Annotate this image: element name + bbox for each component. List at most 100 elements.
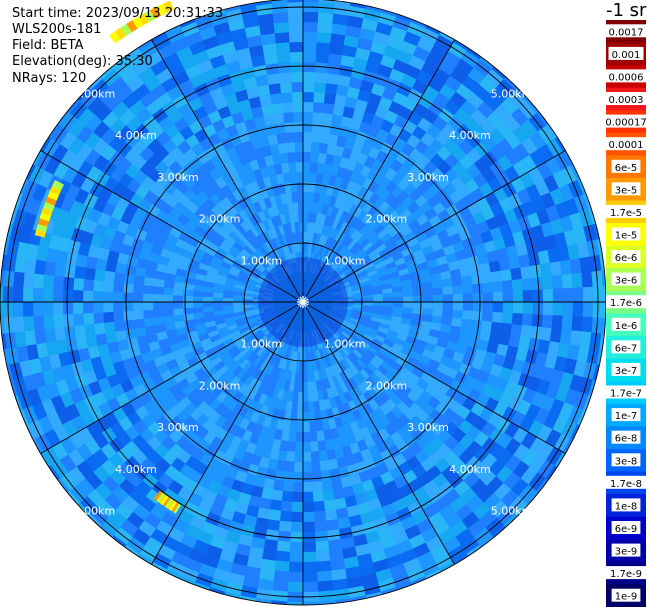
- beta-cell: [326, 111, 549, 285]
- beta-cell: [53, 315, 277, 442]
- beta-cell: [328, 171, 512, 288]
- beta-cell: [532, 289, 543, 303]
- beta-cell: [486, 341, 600, 381]
- beta-cell: [316, 328, 433, 534]
- beta-cell: [166, 343, 278, 519]
- beta-cell: [14, 321, 116, 348]
- beta-cell: [288, 561, 303, 572]
- beta-cell: [329, 315, 573, 454]
- beta-cell: [290, 531, 303, 542]
- beta-cell: [132, 340, 274, 521]
- beta-cell: [136, 257, 265, 294]
- beta-cell: [304, 0, 336, 273]
- beta-cell: [307, 381, 331, 562]
- beta-cell: [380, 82, 413, 133]
- azimuth-spoke: [302, 39, 455, 303]
- beta-cell: [319, 326, 450, 512]
- beta-cell: [517, 373, 541, 393]
- beta-cell: [324, 356, 427, 586]
- beta-cell: [429, 436, 518, 528]
- beta-cell: [273, 22, 291, 64]
- beta-cell: [561, 270, 603, 289]
- beta-cell: [1, 332, 7, 350]
- beta-cell: [157, 336, 285, 561]
- beta-cell: [336, 322, 494, 423]
- range-ring-label: 4.00km: [115, 463, 157, 476]
- beta-cell: [32, 338, 234, 454]
- beta-cell: [319, 337, 440, 577]
- colorbar-label-bg: [611, 272, 641, 286]
- beta-cell: [350, 8, 382, 81]
- beta-cell: [498, 391, 568, 435]
- beta-cell: [3, 285, 74, 302]
- beta-cell: [109, 76, 260, 250]
- beta-cell: [364, 64, 394, 116]
- beta-cell: [536, 208, 551, 226]
- beta-cell: [150, 83, 276, 262]
- beta-cell: [76, 125, 280, 285]
- range-ring-label: 3.00km: [407, 171, 449, 184]
- beta-cell: [0, 269, 264, 300]
- beta-cell: [102, 68, 147, 117]
- beta-cell: [227, 388, 285, 586]
- beta-cell: [199, 26, 294, 274]
- beta-cell: [323, 33, 346, 105]
- beta-cell: [206, 45, 224, 60]
- colorbar-label: 1e-7: [615, 411, 638, 422]
- beta-cell: [63, 301, 273, 315]
- beta-cell: [449, 91, 467, 108]
- beta-cell: [362, 117, 433, 214]
- colorbar-label: 0.00017: [606, 118, 647, 129]
- beta-cell: [286, 361, 303, 602]
- beta-cell: [126, 326, 287, 554]
- beta-cell: [525, 403, 580, 441]
- beta-cell: [68, 137, 85, 155]
- beta-cell: [36, 245, 49, 262]
- beta-cell: [338, 188, 532, 286]
- beta-cell: [316, 114, 409, 277]
- beta-cell: [41, 337, 212, 416]
- beta-cell: [302, 361, 319, 592]
- beta-cell: [168, 207, 271, 281]
- beta-cell: [66, 251, 264, 296]
- beta-cell: [481, 437, 546, 492]
- beta-cell: [88, 76, 277, 274]
- colorbar-label: 1.7e-7: [610, 389, 642, 400]
- beta-cell: [312, 360, 351, 530]
- beta-cell: [512, 302, 606, 319]
- beta-cell: [332, 242, 529, 296]
- beta-cell: [216, 367, 282, 531]
- beta-cell: [325, 345, 443, 552]
- beta-cell: [60, 149, 278, 287]
- beta-cell: [86, 401, 136, 439]
- beta-cell: [172, 93, 204, 135]
- beta-cell: [137, 494, 188, 565]
- beta-cell: [489, 443, 514, 466]
- colorbar-label: 3e-9: [615, 547, 638, 558]
- beta-cell: [458, 119, 538, 185]
- beta-cell: [328, 68, 505, 273]
- beta-cell: [473, 431, 490, 448]
- beta-cell: [194, 13, 285, 246]
- colorbar-label: 0.0006: [609, 72, 644, 83]
- colorbar-label-bg: [611, 453, 641, 467]
- beta-cell: [279, 72, 302, 273]
- beta-cell: [356, 326, 486, 394]
- beta-cell: [109, 117, 127, 135]
- beta-cell: [240, 2, 266, 68]
- beta-cell: [310, 330, 384, 554]
- beta-cell: [443, 421, 529, 497]
- azimuth-spoke: [151, 301, 304, 565]
- beta-cell: [359, 340, 547, 473]
- colorbar-label: 0.001: [612, 50, 641, 61]
- colorbar-label: 3e-8: [615, 456, 638, 467]
- beta-cell: [485, 192, 556, 231]
- beta-cell: [491, 66, 507, 80]
- beta-cell: [481, 165, 578, 221]
- beta-cell: [229, 133, 289, 266]
- beta-cell: [33, 273, 105, 292]
- beta-cell: [166, 337, 287, 577]
- beta-cell: [327, 123, 558, 286]
- beta-cell: [579, 331, 592, 348]
- beta-cell: [322, 489, 350, 601]
